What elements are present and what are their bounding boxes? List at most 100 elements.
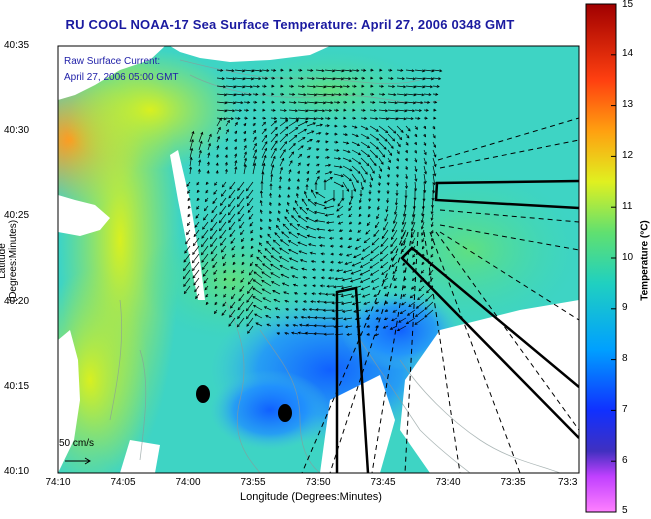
current-vector-head (365, 127, 369, 130)
current-vector (186, 181, 191, 187)
current-vector (288, 117, 299, 120)
current-vector-head (432, 182, 436, 186)
current-vector (418, 285, 425, 292)
current-vector (275, 307, 281, 311)
current-vector-head (210, 228, 214, 232)
current-vector (324, 197, 335, 204)
current-vector-head (184, 250, 188, 254)
current-vector (421, 213, 425, 223)
y-tick: 40:35 (4, 40, 30, 51)
current-vector-head (263, 84, 267, 88)
current-vector-head (200, 131, 204, 135)
current-vector (185, 237, 191, 245)
current-vector-head (222, 263, 226, 267)
current-vector-head (424, 171, 427, 175)
colorbar-tick: 14 (622, 48, 634, 59)
current-vector-head (192, 268, 195, 272)
current-vector-head (340, 294, 344, 298)
current-vector-head (295, 117, 300, 121)
current-vector (298, 250, 308, 255)
current-vector (405, 173, 408, 179)
current-vector-head (279, 175, 283, 180)
current-vector-head (358, 221, 362, 225)
current-vector-head (332, 317, 336, 321)
current-vector-head (292, 142, 296, 146)
current-vector (198, 141, 203, 151)
current-vector (260, 190, 263, 199)
current-vector (311, 260, 317, 263)
current-vector-head (393, 130, 397, 134)
current-vector (213, 189, 218, 195)
current-vector-head (320, 117, 324, 121)
current-vector (252, 77, 261, 80)
current-vector (333, 157, 341, 160)
current-vector (193, 277, 200, 286)
current-vector (247, 325, 254, 334)
current-vector (184, 245, 191, 254)
current-vector-head (199, 140, 203, 144)
current-vector-head (303, 292, 307, 296)
current-vector (360, 165, 368, 175)
current-vector (414, 101, 423, 104)
current-vector-head (389, 326, 393, 330)
current-vector (202, 261, 209, 270)
current-vector-head (352, 100, 356, 104)
current-vector-head (311, 292, 315, 296)
current-vector-head (247, 290, 250, 294)
current-vector (228, 197, 236, 207)
current-vector (378, 141, 387, 150)
current-vector (225, 169, 228, 175)
current-vector (216, 127, 221, 135)
current-vector (298, 332, 308, 335)
current-vector (306, 93, 317, 96)
current-vector (315, 170, 320, 175)
current-vector-head (223, 93, 228, 97)
current-vector (431, 221, 434, 227)
current-vector-head (407, 128, 411, 132)
current-vector-head (302, 300, 307, 304)
current-vector (288, 135, 298, 143)
current-vector (270, 148, 277, 159)
current-vector (211, 205, 218, 213)
current-vector (293, 207, 299, 215)
current-vector-head (204, 199, 208, 203)
current-vector (336, 205, 344, 212)
current-vector (243, 101, 250, 103)
current-vector (396, 93, 407, 96)
current-vector (306, 226, 317, 231)
current-vector-head (383, 101, 387, 105)
current-vector (351, 269, 362, 275)
current-vector-head (306, 177, 310, 181)
current-vector-head (289, 223, 293, 227)
current-vector (280, 239, 290, 247)
current-vector-head (236, 196, 240, 200)
current-vector-head (201, 259, 205, 263)
current-vector-head (295, 192, 299, 197)
current-vector-head (421, 232, 424, 236)
current-vector-head (254, 263, 258, 267)
current-vector (306, 122, 316, 127)
current-vector-head (234, 138, 237, 142)
current-vector (228, 189, 236, 199)
current-vector-head (297, 331, 301, 335)
current-vector (252, 85, 260, 88)
current-vector-head (412, 261, 416, 265)
current-vector (264, 306, 272, 311)
current-vector-head (411, 221, 415, 225)
current-vector-head (207, 152, 211, 156)
current-vector-head (185, 241, 189, 245)
current-vector-head (313, 201, 318, 205)
current-vector-head (352, 92, 356, 96)
current-vector-head (279, 265, 283, 268)
current-vector-head (423, 125, 427, 130)
current-vector (201, 229, 209, 239)
current-vector (376, 213, 380, 219)
current-vector-head (323, 179, 327, 183)
current-vector (344, 261, 353, 265)
current-vector-head (253, 129, 257, 134)
current-vector-head (250, 230, 254, 234)
current-vector (234, 160, 237, 167)
current-vector-head (281, 231, 285, 235)
current-vector-head (404, 101, 408, 105)
current-vector (361, 285, 371, 290)
